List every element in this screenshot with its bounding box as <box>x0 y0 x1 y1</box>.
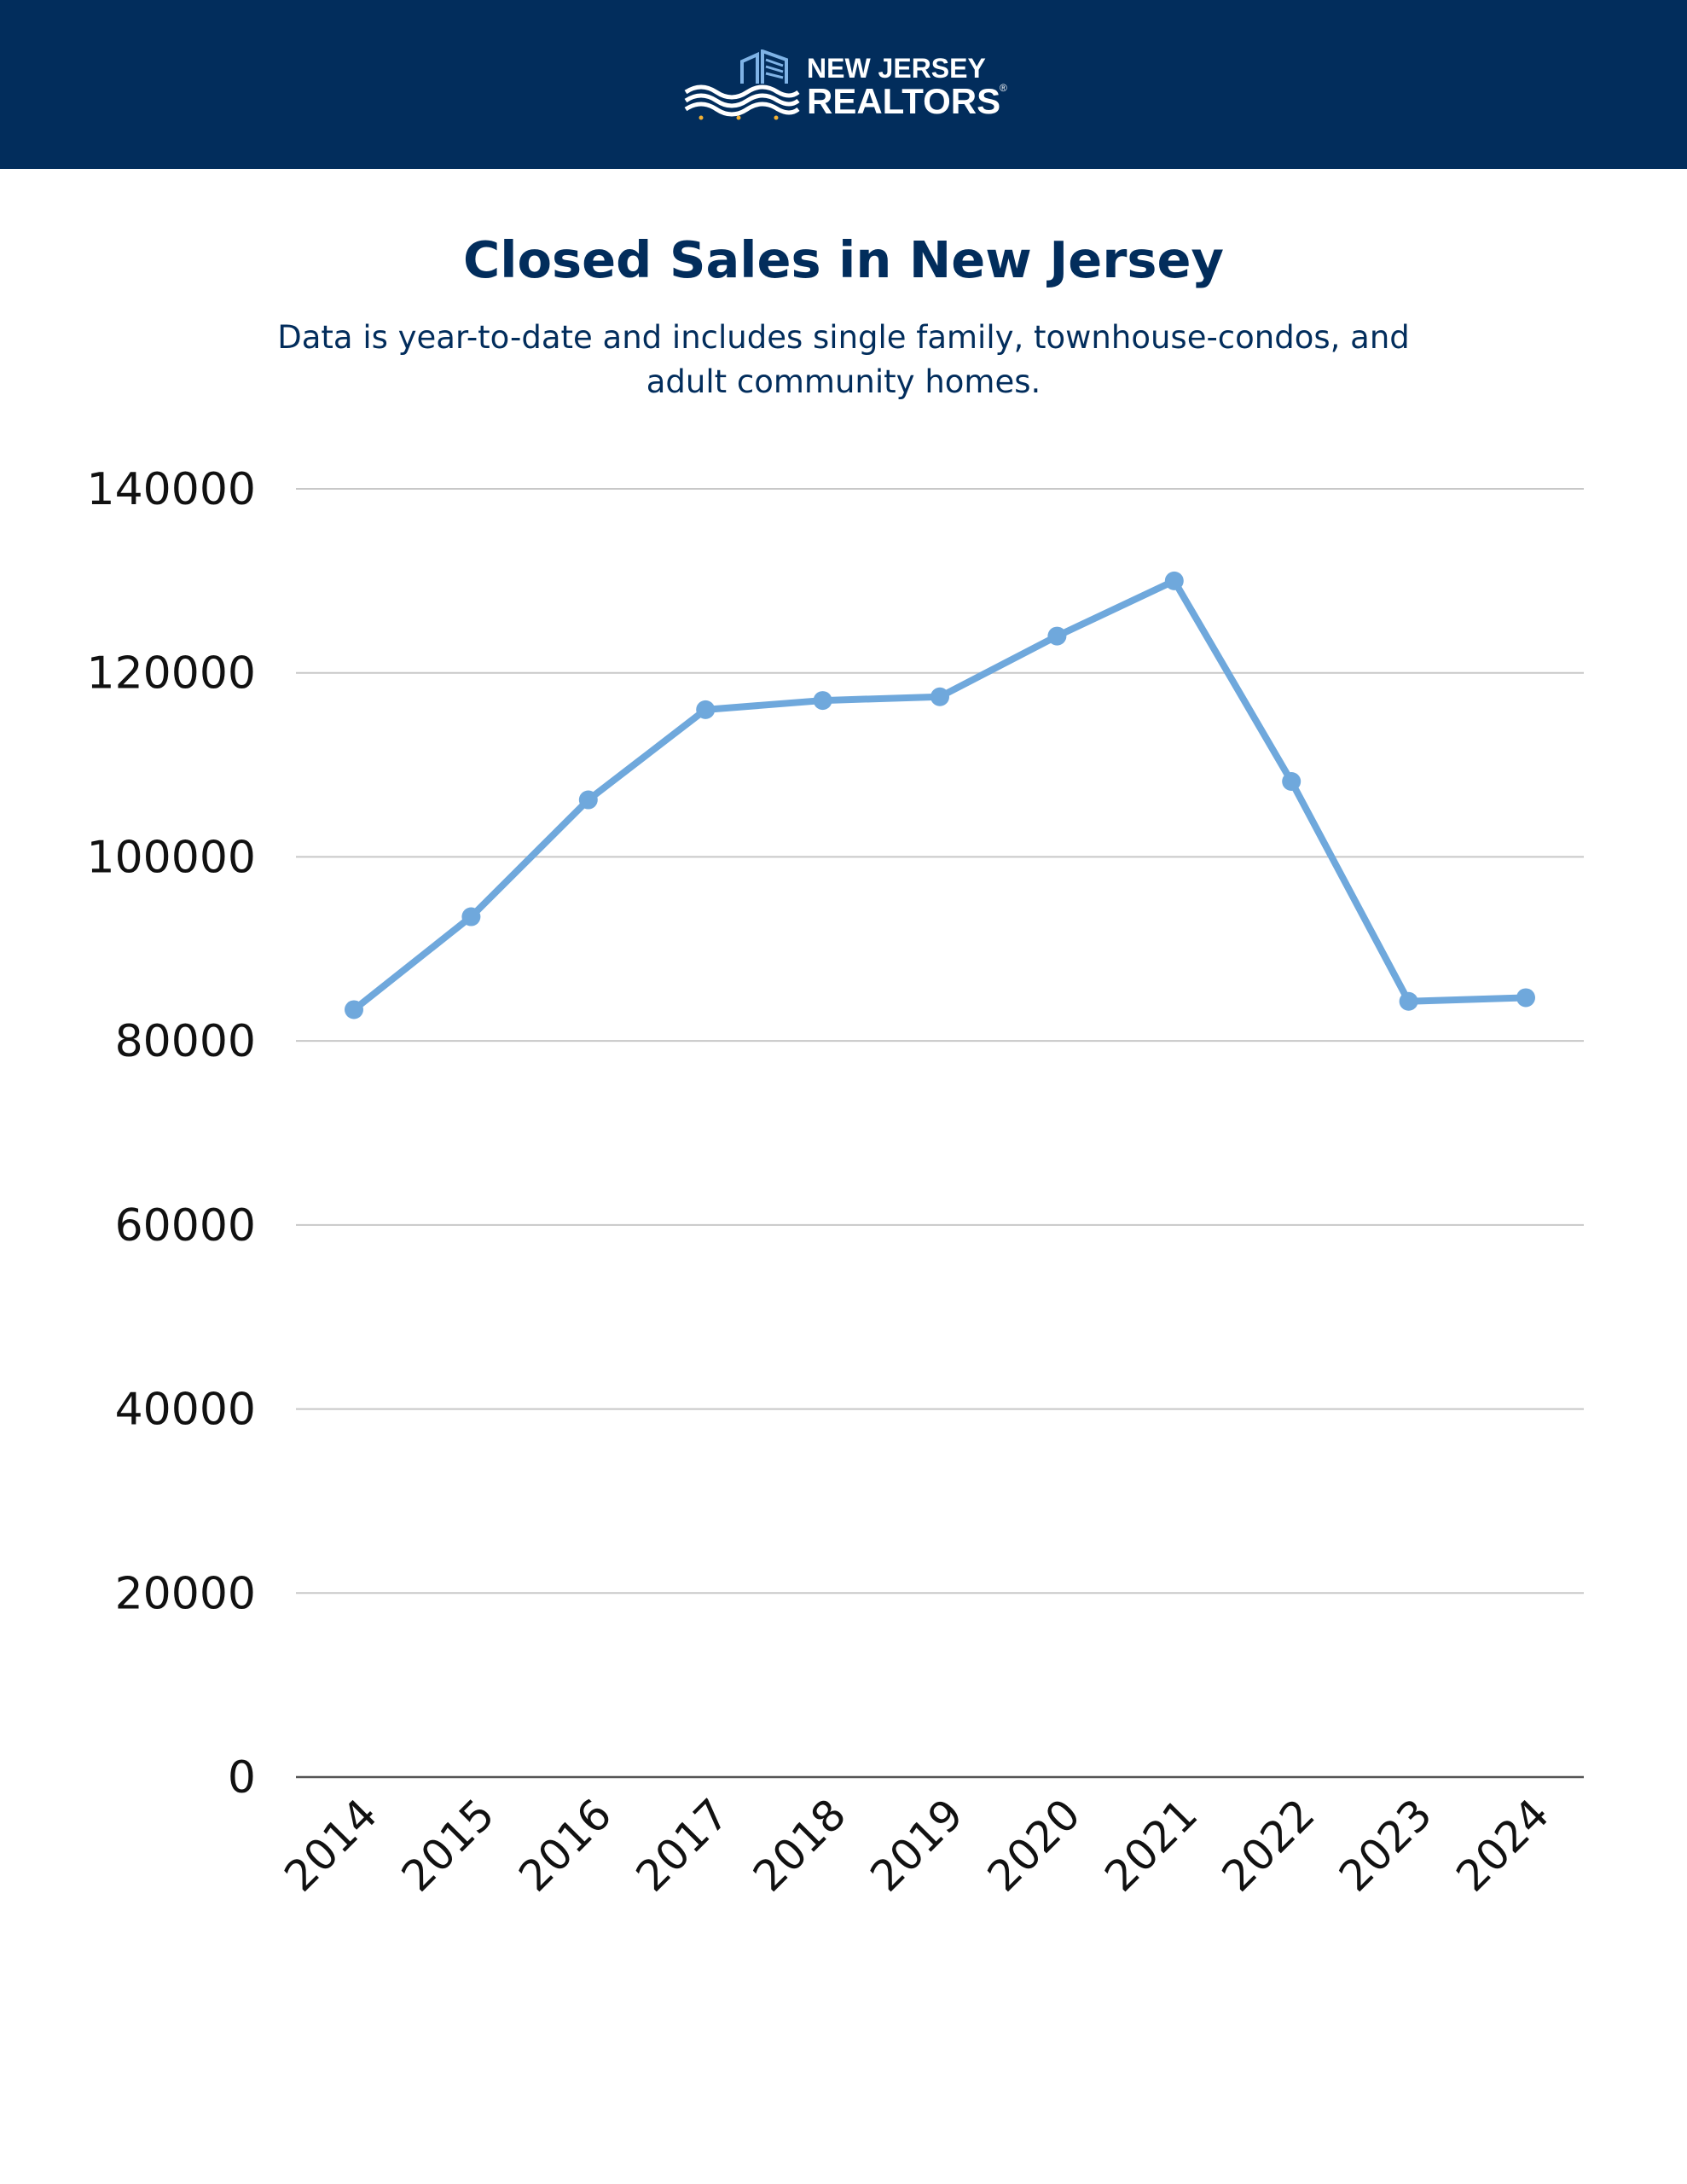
x-tick-label: 2018 <box>744 1789 855 1901</box>
x-tick-label: 2022 <box>1213 1789 1325 1901</box>
x-tick-label: 2014 <box>275 1789 386 1901</box>
header-bar: NEW JERSEY REALTORS ® <box>0 0 1687 169</box>
brand-logo[interactable]: NEW JERSEY REALTORS ® <box>682 49 1007 121</box>
data-point-2015[interactable] <box>461 907 481 926</box>
brand-wordmark: NEW JERSEY REALTORS <box>807 55 1000 119</box>
y-tick-label: 40000 <box>115 1385 256 1436</box>
data-point-2019[interactable] <box>930 687 949 706</box>
y-tick-label: 120000 <box>86 648 256 700</box>
y-tick-label: 80000 <box>115 1016 256 1067</box>
registered-mark: ® <box>1000 82 1007 94</box>
y-tick-label: 20000 <box>115 1568 256 1619</box>
y-axis-tick-labels: 0 20000 40000 60000 80000 100000 120000 140000 <box>86 464 256 1804</box>
data-point-2023[interactable] <box>1399 991 1418 1011</box>
y-tick-label: 100000 <box>86 832 256 883</box>
grid-lines <box>296 488 1584 1779</box>
x-tick-label: 2023 <box>1330 1789 1441 1901</box>
x-tick-label: 2019 <box>861 1789 972 1901</box>
x-tick-label: 2016 <box>509 1789 621 1901</box>
data-point-2018[interactable] <box>813 691 832 711</box>
building-waves-logo-icon <box>684 49 800 120</box>
data-point-2020[interactable] <box>1047 626 1067 646</box>
x-tick-label: 2020 <box>978 1789 1090 1901</box>
data-point-2014[interactable] <box>345 1000 363 1019</box>
data-point-2024[interactable] <box>1516 988 1535 1008</box>
chart-subtitle: Data is year-to-date and includes single… <box>277 319 1410 400</box>
data-point-2021[interactable] <box>1164 571 1184 590</box>
x-tick-label: 2024 <box>1446 1789 1558 1901</box>
x-tick-label: 2021 <box>1095 1789 1207 1901</box>
data-point-2022[interactable] <box>1282 771 1301 791</box>
x-tick-label: 2015 <box>392 1789 504 1901</box>
x-axis-tick-labels: 2014 2015 2016 2017 2018 2019 2020 2021 2022 2023… <box>275 1789 1558 1901</box>
y-tick-label: 60000 <box>115 1200 256 1252</box>
brand-line2: REALTORS <box>807 81 1001 121</box>
x-tick-label: 2017 <box>627 1789 739 1901</box>
y-tick-label: 140000 <box>86 464 256 515</box>
chart-title: Closed Sales in New Jersey <box>462 230 1225 289</box>
data-point-2017[interactable] <box>696 700 716 719</box>
brand-line1: NEW JERSEY <box>807 53 986 84</box>
series-line <box>351 577 1529 1014</box>
series-layer <box>345 571 1535 1019</box>
data-point-2016[interactable] <box>578 790 598 810</box>
y-tick-label: 0 <box>228 1752 256 1804</box>
